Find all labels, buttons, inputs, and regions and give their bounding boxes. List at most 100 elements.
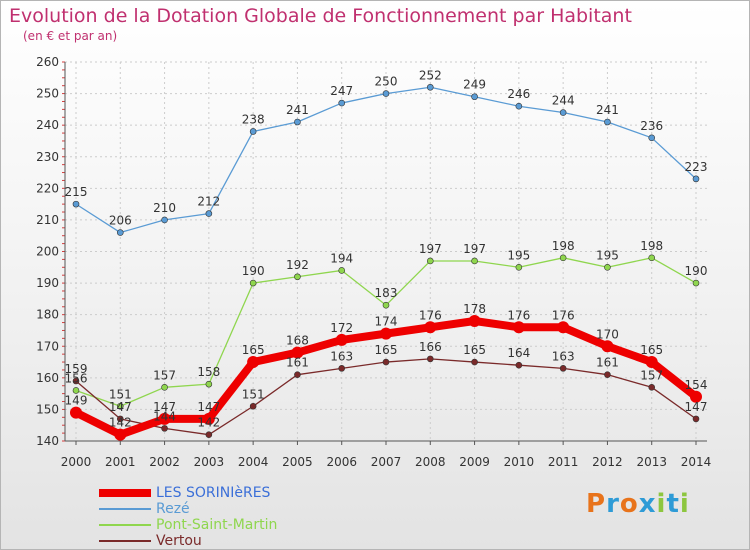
data-label-les-sorini-res: 147 <box>153 400 176 414</box>
data-point-vertou <box>294 371 301 378</box>
y-tick-label: 150 <box>36 402 59 416</box>
data-point-rez- <box>294 118 301 126</box>
data-label-vertou: 165 <box>375 343 398 357</box>
legend-label: Vertou <box>156 533 202 549</box>
data-label-vertou: 164 <box>507 346 530 360</box>
data-point-vertou <box>471 358 478 366</box>
legend-label: Rezé <box>156 501 190 517</box>
data-point-vertou <box>382 358 390 366</box>
data-label-rez-: 236 <box>640 119 663 133</box>
data-label-pont-saint-martin: 183 <box>375 286 398 300</box>
data-label-les-sorini-res: 168 <box>286 334 309 348</box>
data-point-rez- <box>559 109 567 116</box>
data-label-pont-saint-martin: 198 <box>640 239 663 253</box>
data-label-rez-: 215 <box>65 185 88 199</box>
data-point-pont-saint-martin <box>382 301 390 309</box>
x-tick-label: 2007 <box>371 455 402 469</box>
data-point-rez- <box>692 175 700 183</box>
data-label-vertou: 147 <box>109 400 132 414</box>
data-label-pont-saint-martin: 151 <box>109 387 132 401</box>
x-tick-label: 2012 <box>592 455 623 469</box>
data-point-pont-saint-martin <box>249 279 257 287</box>
data-label-les-sorini-res: 176 <box>552 308 575 322</box>
data-point-vertou <box>604 371 611 378</box>
data-point-vertou <box>338 365 346 372</box>
data-label-les-sorini-res: 165 <box>242 343 265 357</box>
data-point-les-sorini-res <box>70 406 82 419</box>
data-label-pont-saint-martin: 195 <box>507 248 530 262</box>
data-point-pont-saint-martin <box>116 402 124 410</box>
y-tick-label: 140 <box>36 434 59 448</box>
y-tick-label: 180 <box>36 308 59 322</box>
data-point-rez- <box>648 134 656 142</box>
data-point-pont-saint-martin <box>559 254 567 262</box>
x-tick-label: 2006 <box>326 455 357 469</box>
y-tick-label: 240 <box>36 118 59 132</box>
data-point-pont-saint-martin <box>604 263 611 271</box>
data-point-vertou <box>72 377 80 385</box>
data-label-vertou: 151 <box>242 387 265 401</box>
y-tick-label: 230 <box>36 150 59 164</box>
data-point-les-sorini-res <box>114 428 127 441</box>
data-point-vertou <box>205 431 213 438</box>
data-label-pont-saint-martin: 198 <box>552 239 575 253</box>
data-point-pont-saint-martin <box>205 380 213 388</box>
data-label-vertou: 157 <box>640 368 663 382</box>
data-point-rez- <box>426 83 434 91</box>
chart-subtitle: (en € et par an) <box>23 29 118 43</box>
data-point-les-sorini-res <box>424 321 437 334</box>
data-label-pont-saint-martin: 197 <box>463 242 486 256</box>
data-label-les-sorini-res: 147 <box>197 400 220 414</box>
data-point-les-sorini-res <box>512 321 525 334</box>
data-point-les-sorini-res <box>690 390 702 403</box>
data-point-rez- <box>382 90 390 97</box>
data-point-rez- <box>249 128 257 135</box>
y-tick-label: 200 <box>36 245 59 259</box>
data-point-les-sorini-res <box>291 346 304 359</box>
data-point-vertou <box>426 355 434 363</box>
legend-swatch <box>99 508 151 510</box>
data-point-rez- <box>116 229 124 236</box>
x-tick-label: 2005 <box>282 455 313 469</box>
data-label-rez-: 241 <box>596 103 619 117</box>
x-tick-label: 2010 <box>504 455 535 469</box>
data-point-vertou <box>559 365 567 372</box>
data-point-rez- <box>161 216 168 224</box>
data-point-pont-saint-martin <box>338 267 346 274</box>
data-label-pont-saint-martin: 194 <box>330 251 353 265</box>
data-point-rez- <box>72 200 80 208</box>
data-point-les-sorini-res <box>335 333 348 346</box>
data-label-les-sorini-res: 176 <box>419 308 442 322</box>
data-point-les-sorini-res <box>601 340 614 353</box>
data-label-les-sorini-res: 176 <box>507 308 530 322</box>
data-point-pont-saint-martin <box>692 279 700 287</box>
data-point-les-sorini-res <box>202 412 215 425</box>
x-tick-label: 2004 <box>238 455 269 469</box>
data-label-vertou: 147 <box>685 400 708 414</box>
data-label-pont-saint-martin: 190 <box>242 264 265 278</box>
chart-title: Evolution de la Dotation Globale de Fonc… <box>9 5 632 27</box>
y-tick-label: 160 <box>36 371 59 385</box>
data-point-les-sorini-res <box>380 327 392 340</box>
data-point-les-sorini-res <box>158 412 171 425</box>
data-label-vertou: 166 <box>419 340 442 354</box>
data-point-pont-saint-martin <box>648 254 656 262</box>
y-tick-label: 250 <box>36 87 59 101</box>
data-point-vertou <box>161 425 168 432</box>
x-tick-label: 2014 <box>681 455 712 469</box>
data-label-vertou: 163 <box>330 349 353 363</box>
data-label-les-sorini-res: 149 <box>65 394 88 408</box>
data-label-rez-: 246 <box>507 87 530 101</box>
x-tick-label: 2008 <box>415 455 446 469</box>
legend-swatch <box>99 489 151 497</box>
data-point-rez- <box>515 102 523 110</box>
data-label-pont-saint-martin: 190 <box>685 264 708 278</box>
data-label-les-sorini-res: 172 <box>330 321 353 335</box>
data-point-vertou <box>116 415 124 423</box>
data-label-rez-: 238 <box>242 112 265 126</box>
legend-label: LES SORINIèRES <box>156 485 271 501</box>
data-label-pont-saint-martin: 157 <box>153 368 176 382</box>
y-tick-label: 220 <box>36 181 59 195</box>
data-label-rez-: 249 <box>463 78 486 92</box>
data-point-vertou <box>648 384 656 391</box>
